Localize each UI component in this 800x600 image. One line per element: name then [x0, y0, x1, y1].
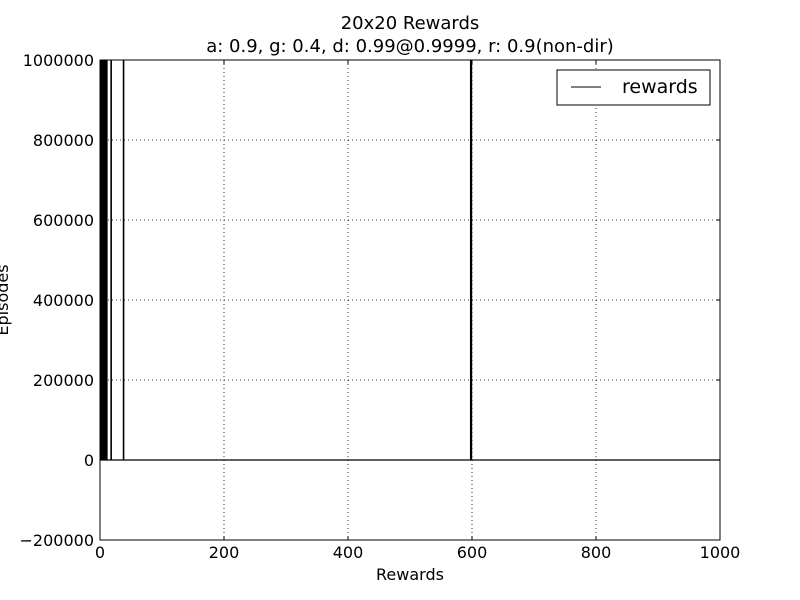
x-axis-label: Rewards	[376, 565, 444, 584]
y-tick-label: 1000000	[23, 51, 94, 70]
y-tick-label: 200000	[33, 371, 94, 390]
grid	[100, 60, 720, 540]
ticks: 0 200 400 600 800 1000−2000000200000400000600…	[20, 51, 741, 562]
y-tick-label: −200000	[20, 531, 94, 550]
x-tick-label: 600	[457, 543, 488, 562]
x-tick-label: 800	[581, 543, 612, 562]
x-tick-label: 0	[95, 543, 105, 562]
x-tick-label: 400	[333, 543, 364, 562]
legend: rewards	[556, 69, 711, 106]
y-tick-label: 0	[84, 451, 94, 470]
legend-label-rewards: rewards	[622, 76, 698, 98]
chart-title: 20x20 Rewards	[340, 13, 480, 34]
x-tick-label: 1000	[700, 543, 741, 562]
x-tick-label: 200	[209, 543, 240, 562]
chart-subtitle: a: 0.9, g: 0.4, d: 0.99@0.9999, r: 0.9(n…	[206, 36, 614, 57]
y-tick-label: 600000	[33, 211, 94, 230]
y-tick-label: 800000	[33, 131, 94, 150]
y-tick-label: 400000	[33, 291, 94, 310]
data-layer	[99, 60, 720, 461]
y-axis-label: Episodes	[0, 264, 12, 335]
